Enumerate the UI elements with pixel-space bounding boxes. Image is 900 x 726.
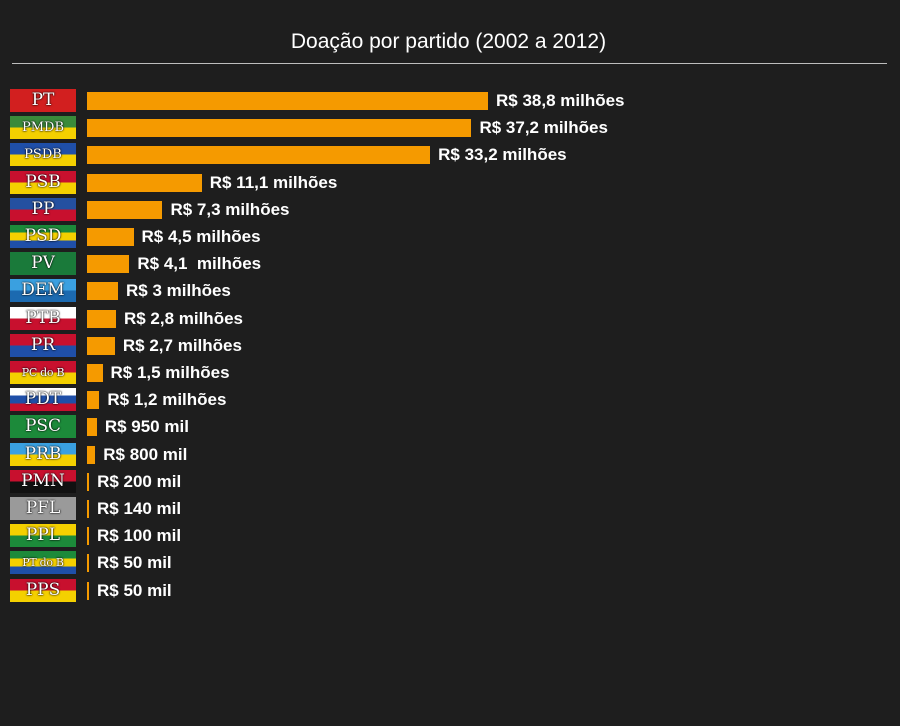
bar-ppl (87, 527, 89, 545)
bar-pc-do-b (87, 364, 103, 382)
party-badge-pr: PR (10, 334, 76, 357)
value-label-psd: R$ 4,5 milhões (141, 227, 261, 246)
value-label-prb: R$ 800 mil (103, 445, 188, 464)
value-label-pdt: R$ 1,2 milhões (107, 390, 227, 409)
party-badge-prb: PRB (10, 443, 76, 466)
bar-pt-do-b (87, 554, 89, 572)
value-label-psb: R$ 11,1 milhões (209, 173, 338, 192)
party-badge-ppl: PPL (10, 524, 76, 547)
bar-pmdb (87, 119, 472, 137)
party-badge-psdb: PSDB (10, 143, 76, 166)
bar-pv (87, 255, 130, 273)
party-badge-psb: PSB (10, 171, 76, 194)
party-badge-pfl: PFL (10, 497, 76, 520)
bar-pr (87, 337, 115, 355)
party-badge-psd: PSD (10, 225, 76, 248)
party-badge-pt: PT (10, 89, 76, 112)
title-divider (12, 63, 887, 64)
bar-pt (87, 92, 488, 110)
bar-pfl (87, 500, 89, 518)
value-label-ppl: R$ 100 mil (97, 526, 182, 545)
bar-psb (87, 174, 202, 192)
party-badge-pc-do-b: PC do B (10, 361, 76, 384)
value-label-pv: R$ 4,1 milhões (137, 254, 262, 273)
value-label-ptb: R$ 2,8 milhões (123, 309, 243, 328)
bar-pps (87, 582, 89, 600)
value-label-pfl: R$ 140 mil (97, 499, 182, 518)
party-badge-pmdb: PMDB (10, 116, 76, 139)
bar-psd (87, 228, 134, 246)
bar-ptb (87, 310, 116, 328)
bar-pmn (87, 473, 90, 491)
party-badge-pmn: PMN (10, 470, 76, 493)
chart-title: Doação por partido (2002 a 2012) (290, 30, 607, 53)
party-badge-ptb: PTB (10, 307, 76, 330)
value-label-psdb: R$ 33,2 milhões (438, 145, 567, 164)
value-label-pmdb: R$ 37,2 milhões (479, 118, 608, 137)
party-badge-pps: PPS (10, 579, 76, 602)
value-label-pt-do-b: R$ 50 mil (97, 553, 172, 572)
party-badge-pv: PV (10, 252, 76, 275)
party-badge-pt-do-b: PT do B (10, 551, 76, 574)
party-badge-pdt: PDT (10, 388, 76, 411)
value-label-psc: R$ 950 mil (104, 417, 189, 436)
value-label-pc-do-b: R$ 1,5 milhões (110, 363, 230, 382)
value-label-pp: R$ 7,3 milhões (170, 200, 290, 219)
value-label-pt: R$ 38,8 milhões (496, 91, 625, 110)
party-badge-dem: DEM (10, 279, 76, 302)
bar-psdb (87, 146, 431, 164)
party-badge-pp: PP (10, 198, 76, 221)
bar-psc (87, 418, 97, 436)
value-label-pps: R$ 50 mil (97, 581, 172, 600)
bar-pdt (87, 391, 100, 409)
value-label-dem: R$ 3 milhões (126, 281, 231, 300)
value-label-pmn: R$ 200 mil (97, 472, 182, 491)
bar-pp (87, 201, 163, 219)
value-label-pr: R$ 2,7 milhões (122, 336, 242, 355)
party-badge-psc: PSC (10, 415, 76, 438)
bar-dem (87, 282, 118, 300)
bar-prb (87, 446, 96, 464)
